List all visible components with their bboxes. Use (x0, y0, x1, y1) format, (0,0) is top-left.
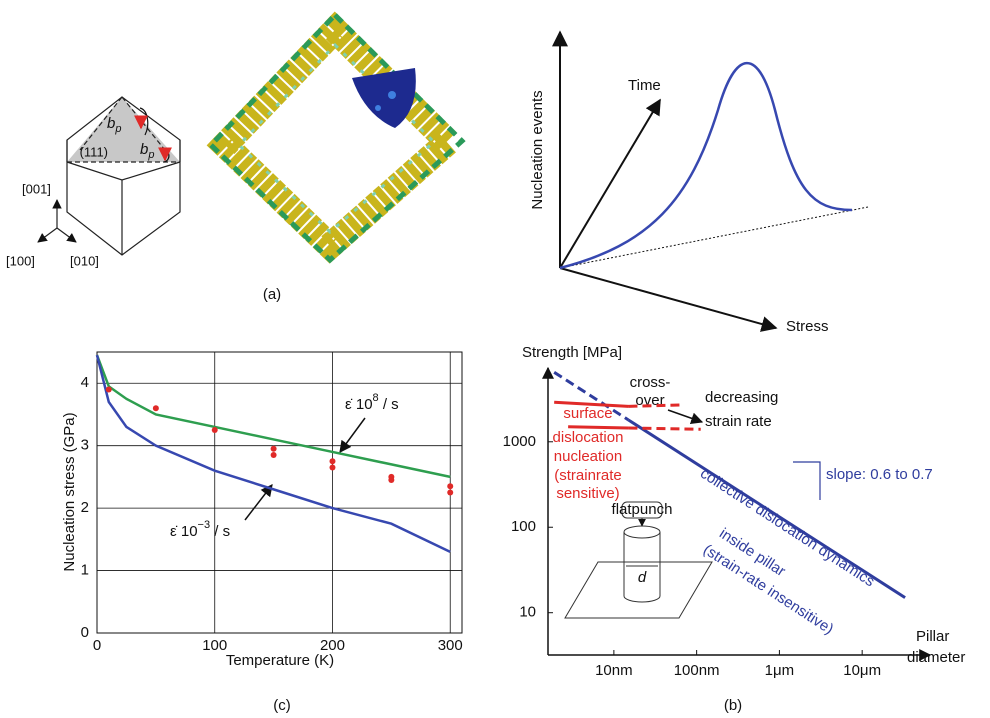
data-point (270, 452, 277, 459)
burgers-subscript: p (114, 123, 121, 135)
x-tick-label: 100nm (674, 662, 720, 679)
panel-label: (b) (724, 697, 742, 714)
annotation-arrow (244, 484, 273, 521)
annotation: d (638, 569, 647, 586)
plane-label: (111) (80, 144, 108, 159)
annotation-arrow (339, 417, 366, 453)
x-tick-label: 300 (438, 637, 463, 654)
annotation: decreasing (705, 389, 778, 406)
line (554, 400, 629, 408)
annotation: ε̇ 10−3 / s (170, 519, 230, 540)
schematic (552, 30, 869, 332)
annotation: nucleation (554, 448, 622, 465)
annotation-exp: −3 (198, 519, 211, 531)
line (553, 371, 630, 422)
x-tick-label: 1μm (765, 662, 794, 679)
y-tick-label: 3 (81, 437, 89, 454)
annotation-base: ε̇ 10 (170, 523, 198, 540)
y-axis-label: Nucleation stress (GPa) (61, 412, 78, 571)
data-point (447, 483, 454, 490)
data-point (329, 464, 336, 471)
direction-label: [010] (70, 253, 99, 268)
x-tick-label: 10nm (595, 662, 633, 679)
annotation-unit: / s (210, 523, 230, 540)
data-point (447, 489, 454, 496)
y-axis-label: Strength [MPa] (522, 344, 622, 361)
x-tick-label: 10μm (843, 662, 881, 679)
annotation: flatpunch (612, 501, 673, 518)
annotation-unit: / s (379, 396, 399, 413)
x-tick-label: 0 (93, 637, 101, 654)
data-point (270, 445, 277, 452)
panel-label: (a) (263, 286, 281, 303)
annotation: ε̇ 108 / s (345, 392, 399, 413)
slope-triangle (793, 461, 821, 500)
y-tick-label: 0 (81, 624, 89, 641)
direction-label: [001] (22, 181, 51, 196)
line (628, 426, 701, 431)
panel-label: (c) (273, 697, 291, 714)
line (95, 354, 451, 553)
line (628, 403, 681, 408)
annotation-base: ε̇ 10 (345, 396, 373, 413)
annotation-exp: 8 (373, 392, 379, 404)
x-tick-label: 200 (320, 637, 345, 654)
annotation: (strainrate (554, 467, 622, 484)
time-label: Time (628, 77, 661, 94)
y-tick-label: 4 (81, 374, 89, 391)
burgers-subscript: p (147, 149, 154, 161)
y-axis-label: Nucleation events (529, 90, 546, 209)
burgers-label: bp (107, 115, 121, 135)
crystal-diagram (37, 96, 181, 256)
data-point (388, 477, 395, 484)
annotation-arrow (667, 409, 704, 425)
x-axis-label: Temperature (K) (226, 652, 334, 669)
data-point (152, 405, 159, 412)
y-tick-label: 1 (81, 562, 89, 579)
burgers-label: bp (140, 141, 154, 161)
y-tick-label: 10 (519, 604, 536, 621)
annotation: cross- (630, 374, 671, 391)
line (627, 418, 906, 599)
line (95, 354, 451, 479)
annotation: strain rate (705, 413, 772, 430)
burgers-symbol: b (140, 141, 148, 158)
x-tick-label: 100 (202, 637, 227, 654)
direction-label: [100] (6, 253, 35, 268)
x-axis-label: diameter (907, 649, 965, 666)
burgers-symbol: b (107, 115, 115, 132)
annotation: slope: 0.6 to 0.7 (826, 466, 933, 483)
line (568, 425, 629, 430)
y-tick-label: 2 (81, 499, 89, 516)
annotation: dislocation (553, 429, 624, 446)
annotation: surface (563, 405, 612, 422)
data-point (105, 386, 112, 393)
flatpunch-inset (564, 501, 713, 619)
annotation: sensitive) (556, 485, 619, 502)
y-tick-label: 1000 (503, 433, 536, 450)
data-point (211, 427, 218, 434)
atomistic-frame (206, 11, 468, 264)
data-point (329, 458, 336, 465)
y-tick-label: 100 (511, 518, 536, 535)
x-axis-label: Pillar (916, 628, 949, 645)
x-axis-label: Stress (786, 318, 829, 335)
